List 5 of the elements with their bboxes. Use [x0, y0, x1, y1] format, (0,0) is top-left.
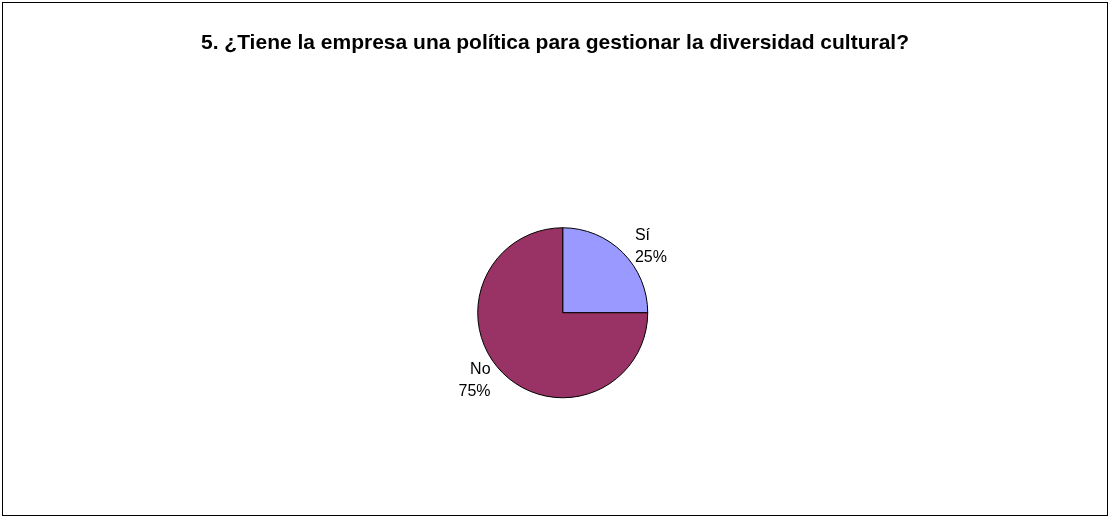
data-label: 75%: [458, 382, 491, 400]
data-label: 25%: [634, 248, 667, 266]
slice-label: Sí: [634, 226, 651, 244]
slice-label: No: [470, 360, 491, 378]
chart-title: 5. ¿Tiene la empresa una política para gestionar la diversidad cultural?: [200, 29, 910, 53]
